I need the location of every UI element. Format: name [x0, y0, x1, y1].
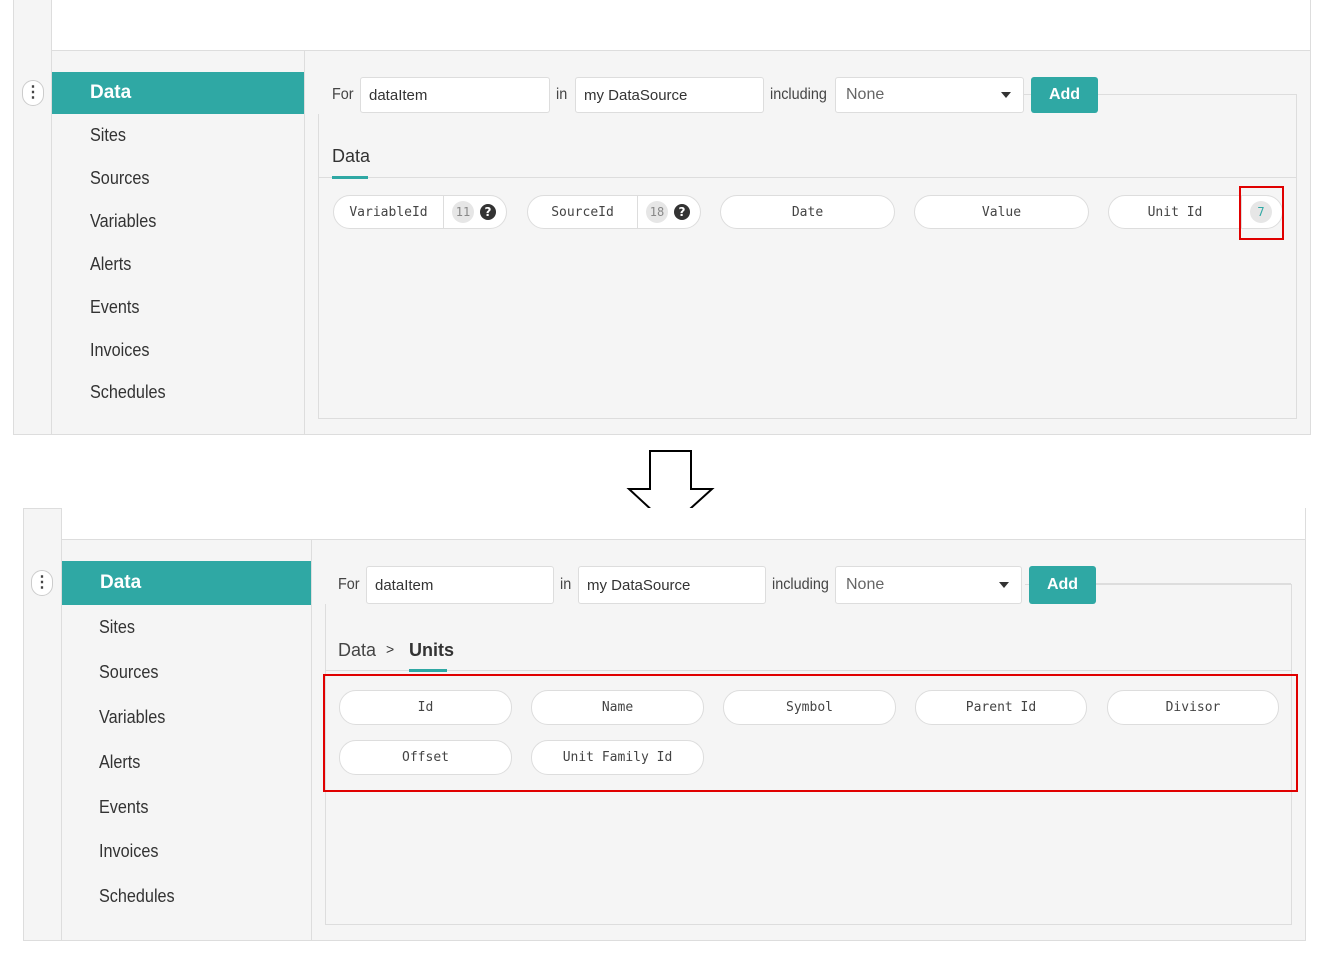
breadcrumb-units[interactable]: Units: [409, 640, 454, 660]
field-divisor[interactable]: Divisor: [1107, 690, 1279, 725]
field-unit-family-id[interactable]: Unit Family Id: [531, 740, 704, 775]
item-input[interactable]: dataItem: [360, 77, 550, 113]
including-label: including: [772, 576, 829, 593]
after-sidebar: [61, 540, 312, 940]
for-label: For: [332, 86, 354, 103]
field-variableid[interactable]: VariableId 11?: [333, 195, 507, 229]
help-icon[interactable]: ?: [480, 204, 496, 220]
kebab-menu-icon[interactable]: ⋮: [22, 80, 44, 106]
count-badge[interactable]: 7: [1250, 201, 1272, 223]
sidebar-item-invoices[interactable]: Invoices: [90, 340, 150, 360]
before-header-area: [51, 0, 1310, 51]
sidebar-item-sources[interactable]: Sources: [90, 168, 150, 188]
sidebar-item-data[interactable]: Data: [52, 72, 304, 114]
field-symbol[interactable]: Symbol: [723, 690, 896, 725]
add-button[interactable]: Add: [1031, 77, 1098, 113]
sidebar-item-schedules[interactable]: Schedules: [90, 382, 166, 402]
active-tab-indicator: [409, 669, 447, 672]
tab-data[interactable]: Data: [332, 146, 371, 166]
add-button[interactable]: Add: [1029, 566, 1096, 604]
sidebar-item-alerts[interactable]: Alerts: [99, 752, 141, 772]
including-label: including: [770, 86, 827, 103]
sidebar-item-alerts[interactable]: Alerts: [90, 254, 132, 274]
including-select[interactable]: None: [835, 566, 1022, 604]
divider: [319, 177, 1296, 178]
breadcrumb-separator: >: [386, 641, 395, 657]
query-box: [318, 94, 1297, 419]
count-badge[interactable]: 18: [646, 201, 668, 223]
for-label: For: [338, 576, 360, 593]
field-offset[interactable]: Offset: [339, 740, 512, 775]
field-date[interactable]: Date: [720, 195, 895, 229]
highlight-box: [1239, 186, 1284, 240]
in-label: in: [560, 576, 572, 593]
sidebar-item-sites[interactable]: Sites: [90, 125, 127, 145]
sidebar-item-events[interactable]: Events: [90, 297, 140, 317]
highlight-box: [323, 674, 1298, 792]
sidebar-item-variables[interactable]: Variables: [99, 707, 166, 727]
sidebar-item-schedules[interactable]: Schedules: [99, 886, 175, 906]
sidebar-item-data[interactable]: Data: [62, 561, 311, 605]
sidebar-item-events[interactable]: Events: [99, 797, 149, 817]
item-input[interactable]: dataItem: [366, 566, 554, 604]
field-name[interactable]: Name: [531, 690, 704, 725]
help-icon[interactable]: ?: [674, 204, 690, 220]
chevron-down-icon: [999, 582, 1009, 588]
sidebar-item-sites[interactable]: Sites: [99, 617, 136, 637]
including-select[interactable]: None: [835, 77, 1024, 113]
source-input[interactable]: my DataSource: [575, 77, 764, 113]
source-input[interactable]: my DataSource: [578, 566, 766, 604]
after-header-area: [61, 508, 1305, 540]
field-value[interactable]: Value: [914, 195, 1089, 229]
in-label: in: [556, 86, 568, 103]
chevron-down-icon: [1001, 92, 1011, 98]
before-sidebar: [51, 51, 305, 434]
including-value: None: [846, 576, 885, 593]
sidebar-item-variables[interactable]: Variables: [90, 211, 157, 231]
field-id[interactable]: Id: [339, 690, 512, 725]
breadcrumb-data[interactable]: Data: [338, 640, 377, 660]
sidebar-item-sources[interactable]: Sources: [99, 662, 159, 682]
count-badge[interactable]: 11: [452, 201, 474, 223]
divider: [326, 670, 1291, 671]
kebab-menu-icon[interactable]: ⋮: [31, 570, 53, 596]
active-tab-indicator: [332, 176, 368, 179]
sidebar-item-invoices[interactable]: Invoices: [99, 841, 159, 861]
field-parent-id[interactable]: Parent Id: [915, 690, 1087, 725]
field-sourceid[interactable]: SourceId 18?: [527, 195, 701, 229]
including-value: None: [846, 86, 885, 103]
